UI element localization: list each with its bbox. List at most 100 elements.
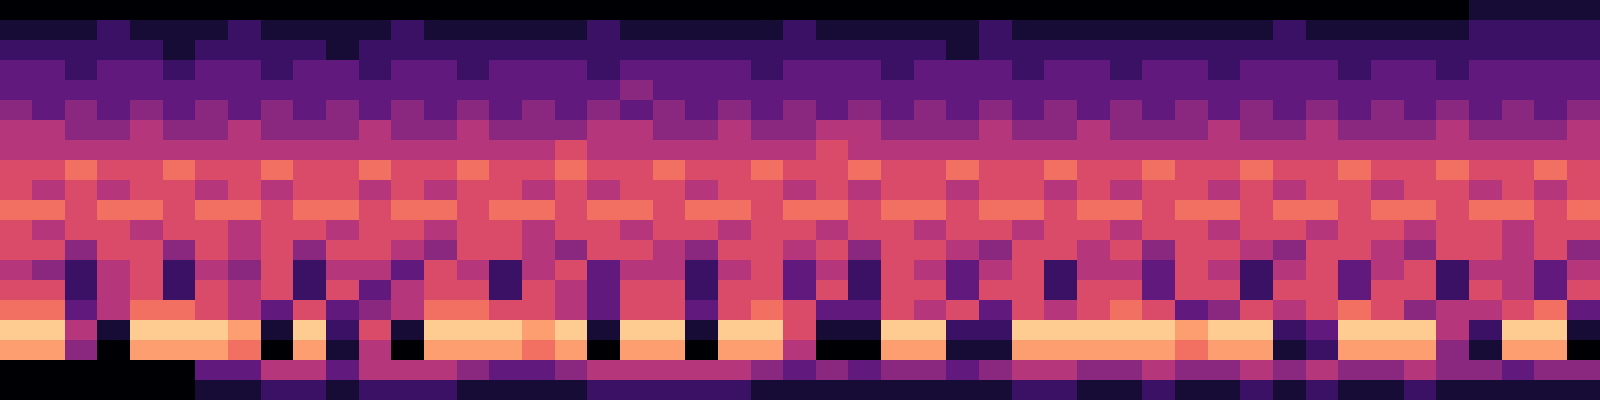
- cell: [1436, 100, 1470, 121]
- cell: [1077, 120, 1111, 141]
- cell: [555, 240, 588, 261]
- cell: [1077, 140, 1111, 161]
- cell: [1567, 380, 1600, 400]
- cell: [489, 0, 523, 21]
- cell: [1404, 220, 1437, 241]
- cell: [1208, 0, 1241, 21]
- cell: [457, 220, 490, 241]
- cell: [228, 40, 262, 61]
- cell: [1175, 20, 1209, 41]
- cell: [979, 240, 1013, 261]
- cell: [1534, 300, 1568, 321]
- cell: [1012, 180, 1045, 201]
- cell: [293, 260, 327, 281]
- cell: [685, 360, 719, 381]
- cell: [685, 240, 719, 261]
- cell: [32, 120, 66, 141]
- cell: [457, 140, 490, 161]
- cell: [1404, 40, 1437, 61]
- cell: [1371, 260, 1405, 281]
- cell: [424, 360, 458, 381]
- cell: [881, 120, 915, 141]
- cell: [391, 160, 425, 181]
- cell: [0, 340, 33, 361]
- cell: [653, 360, 686, 381]
- cell: [457, 260, 490, 281]
- cell: [32, 140, 66, 161]
- cell: [1175, 220, 1209, 241]
- cell: [783, 200, 817, 221]
- cell: [1273, 40, 1307, 61]
- cell: [1469, 120, 1503, 141]
- cell: [130, 80, 164, 101]
- cell: [1044, 200, 1078, 221]
- cell: [1110, 60, 1143, 81]
- cell: [718, 140, 752, 161]
- cell: [1208, 220, 1241, 241]
- cell: [1208, 160, 1241, 181]
- cell: [391, 240, 425, 261]
- cell: [195, 0, 229, 21]
- cell: [293, 340, 327, 361]
- cell: [32, 280, 66, 301]
- cell: [1502, 0, 1535, 21]
- cell: [1012, 20, 1045, 41]
- cell: [0, 40, 33, 61]
- cell: [1110, 140, 1143, 161]
- cell: [1567, 120, 1600, 141]
- cell: [195, 40, 229, 61]
- cell: [424, 100, 458, 121]
- cell: [326, 260, 360, 281]
- cell: [848, 220, 882, 241]
- cell: [457, 0, 490, 21]
- cell: [1306, 0, 1339, 21]
- cell: [1044, 120, 1078, 141]
- cell: [881, 220, 915, 241]
- cell: [1502, 300, 1535, 321]
- cell: [620, 220, 654, 241]
- cell: [718, 220, 752, 241]
- cell: [261, 240, 294, 261]
- cell: [130, 140, 164, 161]
- cell: [1469, 0, 1503, 21]
- cell: [1077, 20, 1111, 41]
- cell: [946, 160, 980, 181]
- cell: [783, 100, 817, 121]
- cell: [555, 0, 588, 21]
- cell: [881, 340, 915, 361]
- cell: [1436, 300, 1470, 321]
- cell: [1208, 40, 1241, 61]
- cell: [1077, 260, 1111, 281]
- cell: [751, 220, 784, 241]
- cell: [1469, 220, 1503, 241]
- cell: [620, 280, 654, 301]
- cell: [261, 0, 294, 21]
- cell: [979, 380, 1013, 400]
- cell: [391, 300, 425, 321]
- cell: [946, 200, 980, 221]
- cell: [653, 160, 686, 181]
- cell: [1175, 260, 1209, 281]
- cell: [946, 80, 980, 101]
- cell: [1534, 40, 1568, 61]
- cell: [914, 40, 947, 61]
- cell: [326, 180, 360, 201]
- cell: [685, 200, 719, 221]
- cell: [359, 380, 392, 400]
- cell: [1567, 220, 1600, 241]
- cell: [1436, 60, 1470, 81]
- cell: [1371, 40, 1405, 61]
- cell: [1175, 80, 1209, 101]
- cell: [653, 280, 686, 301]
- cell: [1142, 260, 1176, 281]
- cell: [1273, 180, 1307, 201]
- cell: [653, 220, 686, 241]
- cell: [1273, 380, 1307, 400]
- spectrogram: [0, 0, 1600, 400]
- cell: [620, 260, 654, 281]
- cell: [914, 280, 947, 301]
- cell: [1436, 220, 1470, 241]
- cell: [326, 340, 360, 361]
- cell: [1012, 320, 1045, 341]
- cell: [522, 200, 556, 221]
